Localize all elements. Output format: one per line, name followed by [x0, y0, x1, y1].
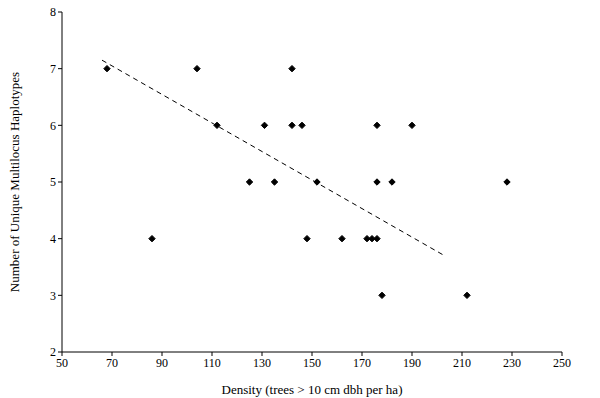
svg-text:7: 7: [50, 62, 56, 76]
svg-text:4: 4: [50, 232, 56, 246]
svg-text:70: 70: [106, 356, 118, 370]
svg-text:Number of Unique Multilocus Ha: Number of Unique Multilocus Haplotypes: [8, 72, 22, 292]
svg-text:2: 2: [50, 345, 56, 359]
svg-text:130: 130: [253, 356, 271, 370]
svg-text:50: 50: [56, 356, 68, 370]
svg-text:110: 110: [203, 356, 221, 370]
svg-text:250: 250: [553, 356, 571, 370]
svg-text:3: 3: [50, 289, 56, 303]
svg-text:230: 230: [503, 356, 521, 370]
svg-text:90: 90: [156, 356, 168, 370]
svg-text:190: 190: [403, 356, 421, 370]
svg-text:170: 170: [353, 356, 371, 370]
svg-text:Density (trees > 10 cm dbh per: Density (trees > 10 cm dbh per ha): [222, 382, 403, 397]
svg-text:6: 6: [50, 119, 56, 133]
svg-text:150: 150: [303, 356, 321, 370]
svg-text:5: 5: [50, 175, 56, 189]
svg-text:210: 210: [453, 356, 471, 370]
svg-text:8: 8: [50, 5, 56, 19]
